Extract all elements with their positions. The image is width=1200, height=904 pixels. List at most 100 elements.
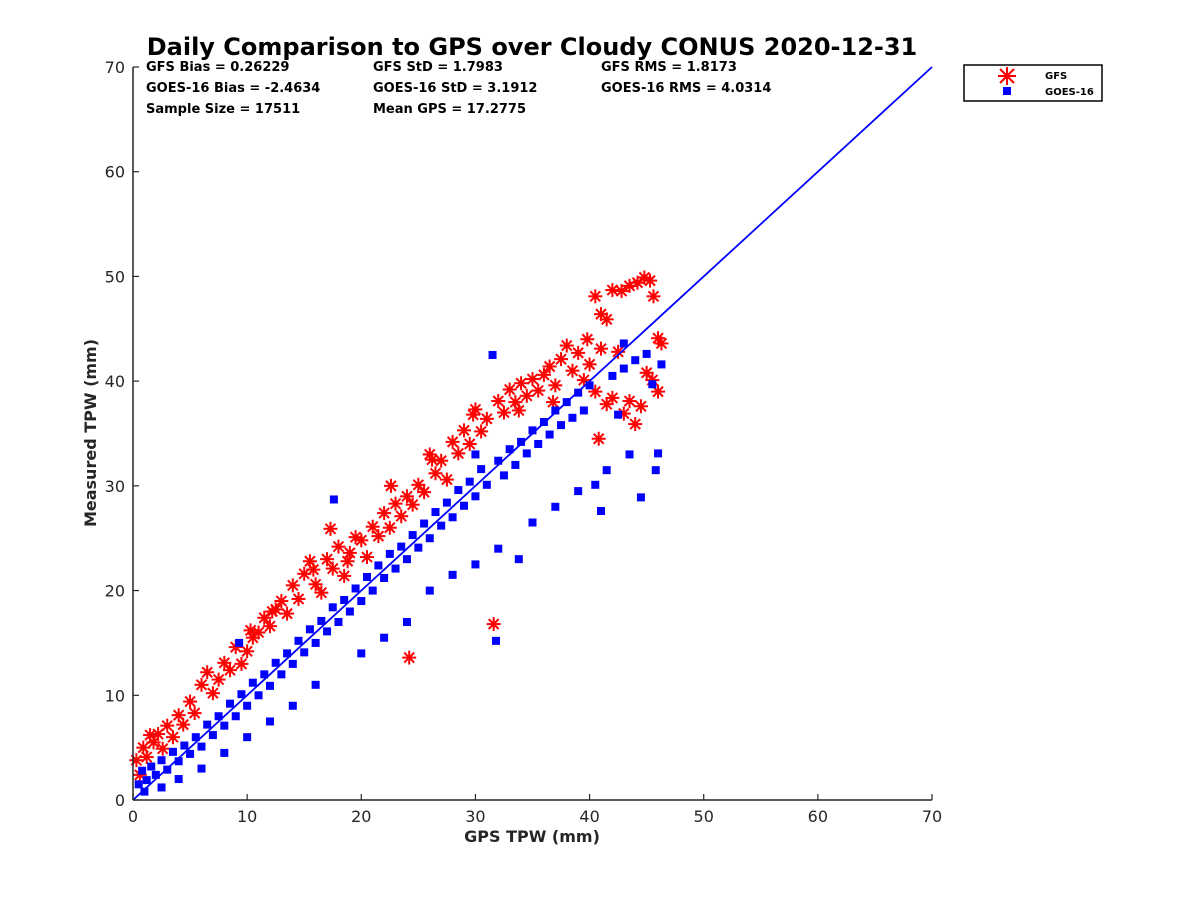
- gfs-point: [425, 452, 440, 467]
- gfs-point: [571, 345, 586, 360]
- goes16-point: [214, 712, 223, 721]
- x-tick-label: 60: [808, 807, 828, 826]
- gfs-point: [382, 520, 397, 535]
- goes16-point: [311, 638, 320, 647]
- goes16-point: [625, 450, 634, 459]
- goes16-point: [431, 508, 440, 517]
- goes16-point: [254, 691, 263, 700]
- goes16-point: [397, 542, 406, 551]
- gfs-point: [536, 367, 551, 382]
- gfs-point: [331, 539, 346, 554]
- gfs-point: [187, 706, 202, 721]
- goes16-point: [237, 690, 246, 699]
- gfs-point: [639, 365, 654, 380]
- gfs-point: [308, 577, 323, 592]
- goes16-point: [197, 742, 206, 751]
- gfs-point: [643, 273, 658, 288]
- y-tick-label: 0: [115, 791, 125, 810]
- gfs-point: [194, 677, 209, 692]
- goes16-point: [329, 495, 338, 504]
- goes16-point: [142, 776, 151, 785]
- gfs-point: [139, 750, 154, 765]
- goes16-point: [608, 371, 617, 380]
- gfs-point: [291, 591, 306, 606]
- legend-goes-label: GOES-16: [1045, 87, 1094, 98]
- goes16-point: [505, 445, 514, 454]
- gfs-point: [451, 446, 466, 461]
- goes16-point: [208, 731, 217, 740]
- goes16-point: [134, 780, 143, 789]
- y-axis-label: Measured TPW (mm): [81, 339, 100, 527]
- goes16-point: [425, 586, 434, 595]
- y-tick-label: 30: [105, 477, 125, 496]
- goes16-point: [425, 534, 434, 543]
- gfs-point: [531, 383, 546, 398]
- goes16-point: [328, 603, 337, 612]
- stat-goes-std: GOES-16 StD = 3.1912: [373, 81, 537, 96]
- goes16-point: [391, 564, 400, 573]
- goes16-point: [288, 701, 297, 710]
- goes16-point: [408, 531, 417, 540]
- gfs-point: [457, 423, 472, 438]
- gfs-point: [462, 436, 477, 451]
- goes16-point: [283, 649, 292, 658]
- goes16-point: [619, 339, 628, 348]
- gfs-point: [502, 382, 517, 397]
- goes16-point: [477, 465, 486, 474]
- goes16-point: [380, 574, 389, 583]
- goes16-point: [147, 762, 156, 771]
- y-tick-label: 70: [105, 58, 125, 77]
- goes16-point: [534, 439, 543, 448]
- gfs-point: [337, 568, 352, 583]
- x-tick-label: 0: [128, 807, 138, 826]
- gfs-point: [588, 289, 603, 304]
- gfs-point: [394, 509, 409, 524]
- goes16-point: [374, 561, 383, 570]
- y-tick-label: 40: [105, 372, 125, 391]
- gfs-point: [445, 434, 460, 449]
- goes16-point: [197, 764, 206, 773]
- gfs-point: [325, 561, 340, 576]
- goes16-point: [345, 607, 354, 616]
- gfs-point: [217, 655, 232, 670]
- stats-block: GFS Bias = 0.26229 GFS StD = 1.7983 GFS …: [146, 60, 771, 117]
- goes16-point: [494, 544, 503, 553]
- legend-goes-marker: [1003, 87, 1011, 95]
- points-layer: [129, 270, 669, 796]
- goes16-point: [614, 410, 623, 419]
- goes16-point: [657, 360, 666, 369]
- stat-gfs-rms: GFS RMS = 1.8173: [601, 60, 737, 75]
- goes16-point: [174, 775, 183, 784]
- x-tick-label: 30: [465, 807, 485, 826]
- goes16-point: [203, 720, 212, 729]
- gfs-point: [388, 496, 403, 511]
- gfs-point: [548, 378, 563, 393]
- goes16-point: [471, 492, 480, 501]
- gfs-point: [280, 606, 295, 621]
- goes16-point: [235, 638, 244, 647]
- goes16-point: [465, 477, 474, 486]
- goes16-point: [351, 584, 360, 593]
- x-tick-label: 40: [579, 807, 599, 826]
- gfs-point: [371, 529, 386, 544]
- gfs-point: [234, 656, 249, 671]
- goes16-point: [362, 572, 371, 581]
- goes16-point: [454, 486, 463, 495]
- gfs-point: [646, 289, 661, 304]
- gfs-point: [614, 284, 629, 299]
- x-tick-label: 50: [694, 807, 714, 826]
- goes16-point: [636, 493, 645, 502]
- gfs-point: [514, 376, 529, 391]
- gfs-point: [399, 489, 414, 504]
- gfs-point: [405, 497, 420, 512]
- gfs-point: [542, 359, 557, 374]
- gfs-point: [605, 390, 620, 405]
- gfs-point: [428, 466, 443, 481]
- gfs-point: [576, 373, 591, 388]
- goes16-point: [651, 466, 660, 475]
- goes16-point: [522, 449, 531, 458]
- goes16-point: [528, 518, 537, 527]
- gfs-point: [496, 405, 511, 420]
- gfs-point: [633, 399, 648, 414]
